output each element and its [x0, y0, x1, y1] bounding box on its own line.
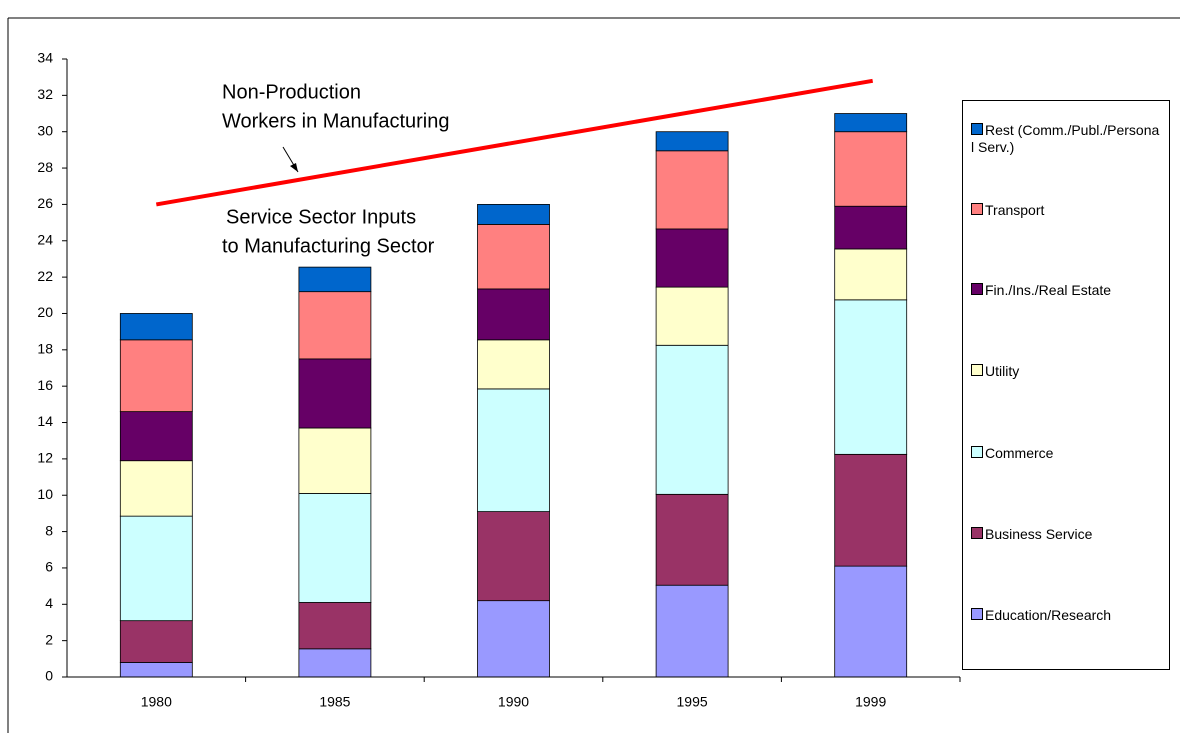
legend-label: Fin./Ins./Real Estate — [985, 282, 1112, 298]
legend-item: Education/Research — [971, 607, 1161, 624]
bar-segment — [119, 313, 193, 341]
legend-label: Utility — [985, 363, 1020, 379]
annotation: Workers in Manufacturing — [222, 110, 450, 132]
legend-swatch — [971, 364, 983, 376]
bar-segment — [298, 291, 372, 360]
legend-item: Business Service — [971, 526, 1161, 543]
y-tick-label: 26 — [37, 195, 53, 211]
y-tick-label: 32 — [37, 86, 53, 102]
bar-segment — [834, 299, 908, 455]
bar-segment — [655, 584, 729, 678]
y-tick-label: 16 — [37, 377, 53, 393]
y-tick-label: 6 — [45, 559, 53, 575]
bar-segment — [298, 427, 372, 494]
bar-segment — [834, 113, 908, 133]
annotation: Service Sector Inputs — [226, 206, 416, 228]
legend-swatch — [971, 527, 983, 539]
bar-segment — [477, 224, 550, 290]
bar-segment — [655, 493, 729, 586]
legend-swatch — [971, 608, 983, 620]
y-tick-label: 4 — [45, 595, 53, 611]
trend-line — [155, 78, 874, 207]
bar-segment — [655, 344, 729, 495]
x-tick-label: 1980 — [141, 694, 172, 710]
bar-segment — [834, 248, 908, 301]
y-tick-label: 10 — [37, 486, 53, 502]
annotation: to Manufacturing Sector — [222, 235, 435, 257]
bar-segment — [119, 339, 193, 413]
y-tick-label: 12 — [37, 450, 53, 466]
bar-segment — [119, 460, 193, 517]
legend-swatch — [971, 283, 983, 295]
bar-segment — [298, 648, 372, 678]
bar-segment — [298, 493, 372, 603]
bar-segment — [834, 131, 908, 207]
bar-segment — [477, 204, 550, 225]
legend-swatch — [971, 203, 983, 215]
x-tick-label: 1999 — [855, 694, 886, 710]
legend-item: Fin./Ins./Real Estate — [971, 282, 1161, 299]
legend-swatch — [971, 446, 983, 458]
bar-segment — [655, 286, 729, 346]
bar-segment — [119, 411, 193, 462]
bar-segment — [834, 565, 908, 678]
y-tick-label: 14 — [37, 413, 53, 429]
bar-segment — [477, 388, 550, 512]
y-tick-label: 0 — [45, 668, 53, 684]
y-tick-label: 8 — [45, 522, 53, 538]
bar-segment — [477, 511, 550, 602]
bar-segment — [655, 228, 729, 288]
legend-label: Commerce — [985, 445, 1054, 461]
legend-swatch — [971, 123, 983, 135]
bar-segment — [477, 339, 550, 390]
bar-segment — [119, 515, 193, 622]
legend-label: Transport — [985, 202, 1045, 218]
x-tick-label: 1995 — [677, 694, 708, 710]
y-tick-label: 2 — [45, 631, 53, 647]
legend-item: Utility — [971, 363, 1161, 380]
x-tick-label: 1990 — [498, 694, 529, 710]
bar-segment — [655, 150, 729, 230]
legend-label: Business Service — [985, 526, 1093, 542]
legend-label: Rest (Comm./Publ./Personal Serv.) — [971, 122, 1160, 155]
y-tick-label: 28 — [37, 159, 53, 175]
bar-segment — [119, 620, 193, 663]
legend-item: Rest (Comm./Publ./Personal Serv.) — [971, 122, 1161, 156]
legend-item: Commerce — [971, 445, 1161, 462]
bar-segment — [834, 453, 908, 567]
bar-segment — [298, 266, 372, 293]
y-tick-label: 18 — [37, 341, 53, 357]
legend: Rest (Comm./Publ./Personal Serv.) Transpo… — [962, 100, 1170, 670]
bar-segment — [477, 288, 550, 341]
y-tick-label: 24 — [37, 231, 53, 247]
legend-label: Education/Research — [985, 607, 1112, 623]
arrow-head — [290, 163, 298, 172]
annotation: Non-Production — [222, 81, 361, 103]
bar-segment — [477, 600, 550, 678]
x-tick-label: 1985 — [319, 694, 350, 710]
bar-segment — [298, 602, 372, 650]
bar-segment — [119, 662, 193, 678]
y-tick-label: 30 — [37, 122, 53, 138]
bar-segment — [834, 205, 908, 250]
y-tick-label: 34 — [37, 50, 53, 66]
y-tick-label: 22 — [37, 268, 53, 284]
bar-segment — [655, 131, 729, 152]
legend-item: Transport — [971, 202, 1161, 219]
y-tick-label: 20 — [37, 304, 53, 320]
bar-segment — [298, 358, 372, 429]
